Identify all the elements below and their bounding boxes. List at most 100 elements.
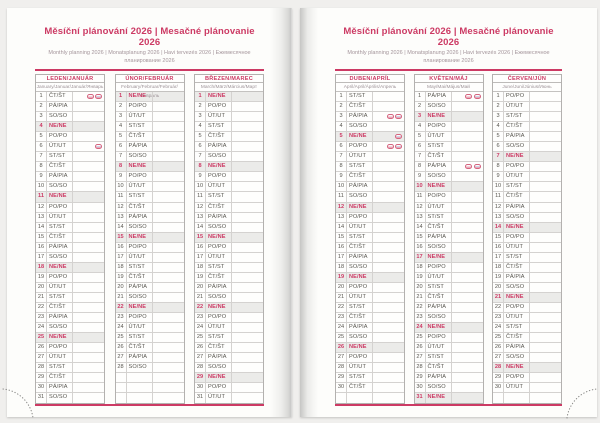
day-abbreviation: ÚT/UT — [504, 242, 530, 252]
day-number: 11 — [195, 192, 206, 202]
day-abbreviation: ST/ST — [504, 323, 530, 333]
day-number: 29 — [336, 373, 347, 383]
day-row: 16 PO/PO — [195, 242, 263, 253]
day-number: 3 — [195, 112, 206, 122]
day-number: 3 — [336, 112, 347, 122]
day-number: 26 — [116, 343, 127, 353]
day-number — [116, 373, 127, 383]
day-number: 26 — [415, 343, 426, 353]
notes-cell — [373, 203, 404, 212]
day-number: 19 — [336, 272, 347, 282]
day-abbreviation: PÁ/PIA — [426, 232, 452, 242]
day-number: 4 — [493, 122, 504, 132]
day-number: 20 — [415, 282, 426, 292]
day-number: 28 — [415, 363, 426, 373]
day-number: 14 — [116, 222, 127, 232]
day-number: 22 — [336, 302, 347, 313]
notes-cell — [373, 273, 404, 282]
notes-cell — [452, 383, 483, 392]
sk-flag-icon — [95, 144, 102, 150]
day-number: 3 — [116, 112, 127, 122]
notes-cell — [373, 92, 404, 101]
day-row: 4 ST/ST — [195, 122, 263, 133]
notes-cell — [452, 253, 483, 262]
notes-cell — [452, 152, 483, 161]
day-row: 18 ST/ST — [115, 262, 184, 273]
day-abbreviation: NE/NE — [347, 202, 373, 212]
day-row: 23 ČT/ŠT — [336, 313, 404, 324]
day-abbreviation: PÁ/PIA — [347, 182, 373, 192]
notes-cell — [153, 293, 184, 302]
notes-cell — [232, 142, 263, 151]
day-number: 17 — [493, 252, 504, 262]
day-row: 27 PÁ/PIA — [195, 353, 263, 364]
day-number: 15 — [493, 232, 504, 242]
day-number: 2 — [336, 102, 347, 112]
day-row: 11 PO/PO — [414, 192, 483, 203]
day-row: 28 SO/SO — [195, 363, 263, 374]
day-row: 12 ČT/ŠT — [195, 202, 263, 213]
day-row: 15 PO/PO — [493, 232, 561, 243]
day-number: 12 — [36, 202, 47, 212]
notes-cell — [452, 192, 483, 201]
day-abbreviation: ČT/ŠT — [47, 302, 73, 313]
day-row: 15 PÁ/PIA — [414, 232, 483, 243]
day-abbreviation: ČT/ŠT — [127, 202, 153, 212]
notes-cell — [153, 373, 184, 382]
cz-flag-icon — [86, 94, 94, 99]
day-number: 17 — [415, 252, 426, 262]
day-number: 8 — [36, 162, 47, 172]
month-table: DUBEN/APRÍL April/April/Április/Апрель 1 ST… — [335, 73, 405, 405]
day-row: 14 ČT/ŠT — [414, 222, 483, 233]
day-abbreviation: SO/SO — [47, 252, 73, 262]
day-row: 20 PO/PO — [336, 282, 404, 293]
day-row: 3 ÚT/UT — [195, 112, 263, 123]
day-row: 1 PO/PO — [493, 92, 561, 103]
notes-cell — [73, 182, 104, 191]
day-row: 25 ČT/ŠT — [493, 333, 561, 344]
day-row: 24 ÚT/UT — [115, 323, 184, 334]
day-number: 14 — [493, 222, 504, 232]
day-row: 3 ÚT/UT — [115, 112, 184, 123]
day-number: 1 — [195, 92, 206, 102]
day-number — [493, 393, 504, 404]
day-number: 10 — [195, 182, 206, 192]
notes-cell — [530, 293, 561, 302]
day-row: 20 PÁ/PIA — [115, 282, 184, 293]
day-row: 21 SO/SO — [195, 292, 263, 303]
day-row: 17 ÚT/UT — [115, 252, 184, 263]
notes-cell — [452, 112, 483, 121]
day-abbreviation: ST/ST — [127, 192, 153, 202]
day-abbreviation: ST/ST — [47, 292, 73, 302]
day-abbreviation: ČT/ŠT — [504, 333, 530, 343]
day-number: 22 — [195, 302, 206, 313]
day-abbreviation: PO/PO — [47, 343, 73, 353]
day-number: 7 — [36, 152, 47, 162]
day-abbreviation: ÚT/UT — [206, 182, 232, 192]
day-row: 2 SO/SO — [414, 102, 483, 113]
notes-cell — [373, 243, 404, 252]
notes-cell — [153, 92, 184, 101]
day-number: 4 — [415, 122, 426, 132]
day-number: 6 — [36, 142, 47, 152]
day-abbreviation: PÁ/PIA — [347, 112, 373, 122]
day-row: 10 ST/ST — [493, 182, 561, 193]
day-abbreviation: ST/ST — [426, 212, 452, 222]
day-row: 16 ČT/ŠT — [336, 242, 404, 253]
day-abbreviation: SO/SO — [347, 262, 373, 272]
notes-cell — [452, 333, 483, 342]
day-row: 16 PO/PO — [115, 242, 184, 253]
notes-cell — [73, 172, 104, 181]
day-row: 7 ST/ST — [36, 152, 104, 163]
day-abbreviation: SO/SO — [206, 152, 232, 162]
day-number: 19 — [195, 272, 206, 282]
day-abbreviation: SO/SO — [347, 333, 373, 343]
sk-flag-icon — [473, 94, 481, 99]
day-abbreviation: ST/ST — [504, 252, 530, 262]
day-abbreviation: SO/SO — [504, 142, 530, 152]
day-abbreviation: ÚT/UT — [47, 282, 73, 292]
day-number — [116, 393, 127, 404]
notes-cell — [373, 373, 404, 382]
day-abbreviation: ÚT/UT — [127, 112, 153, 122]
day-abbreviation: NE/NE — [206, 162, 232, 172]
